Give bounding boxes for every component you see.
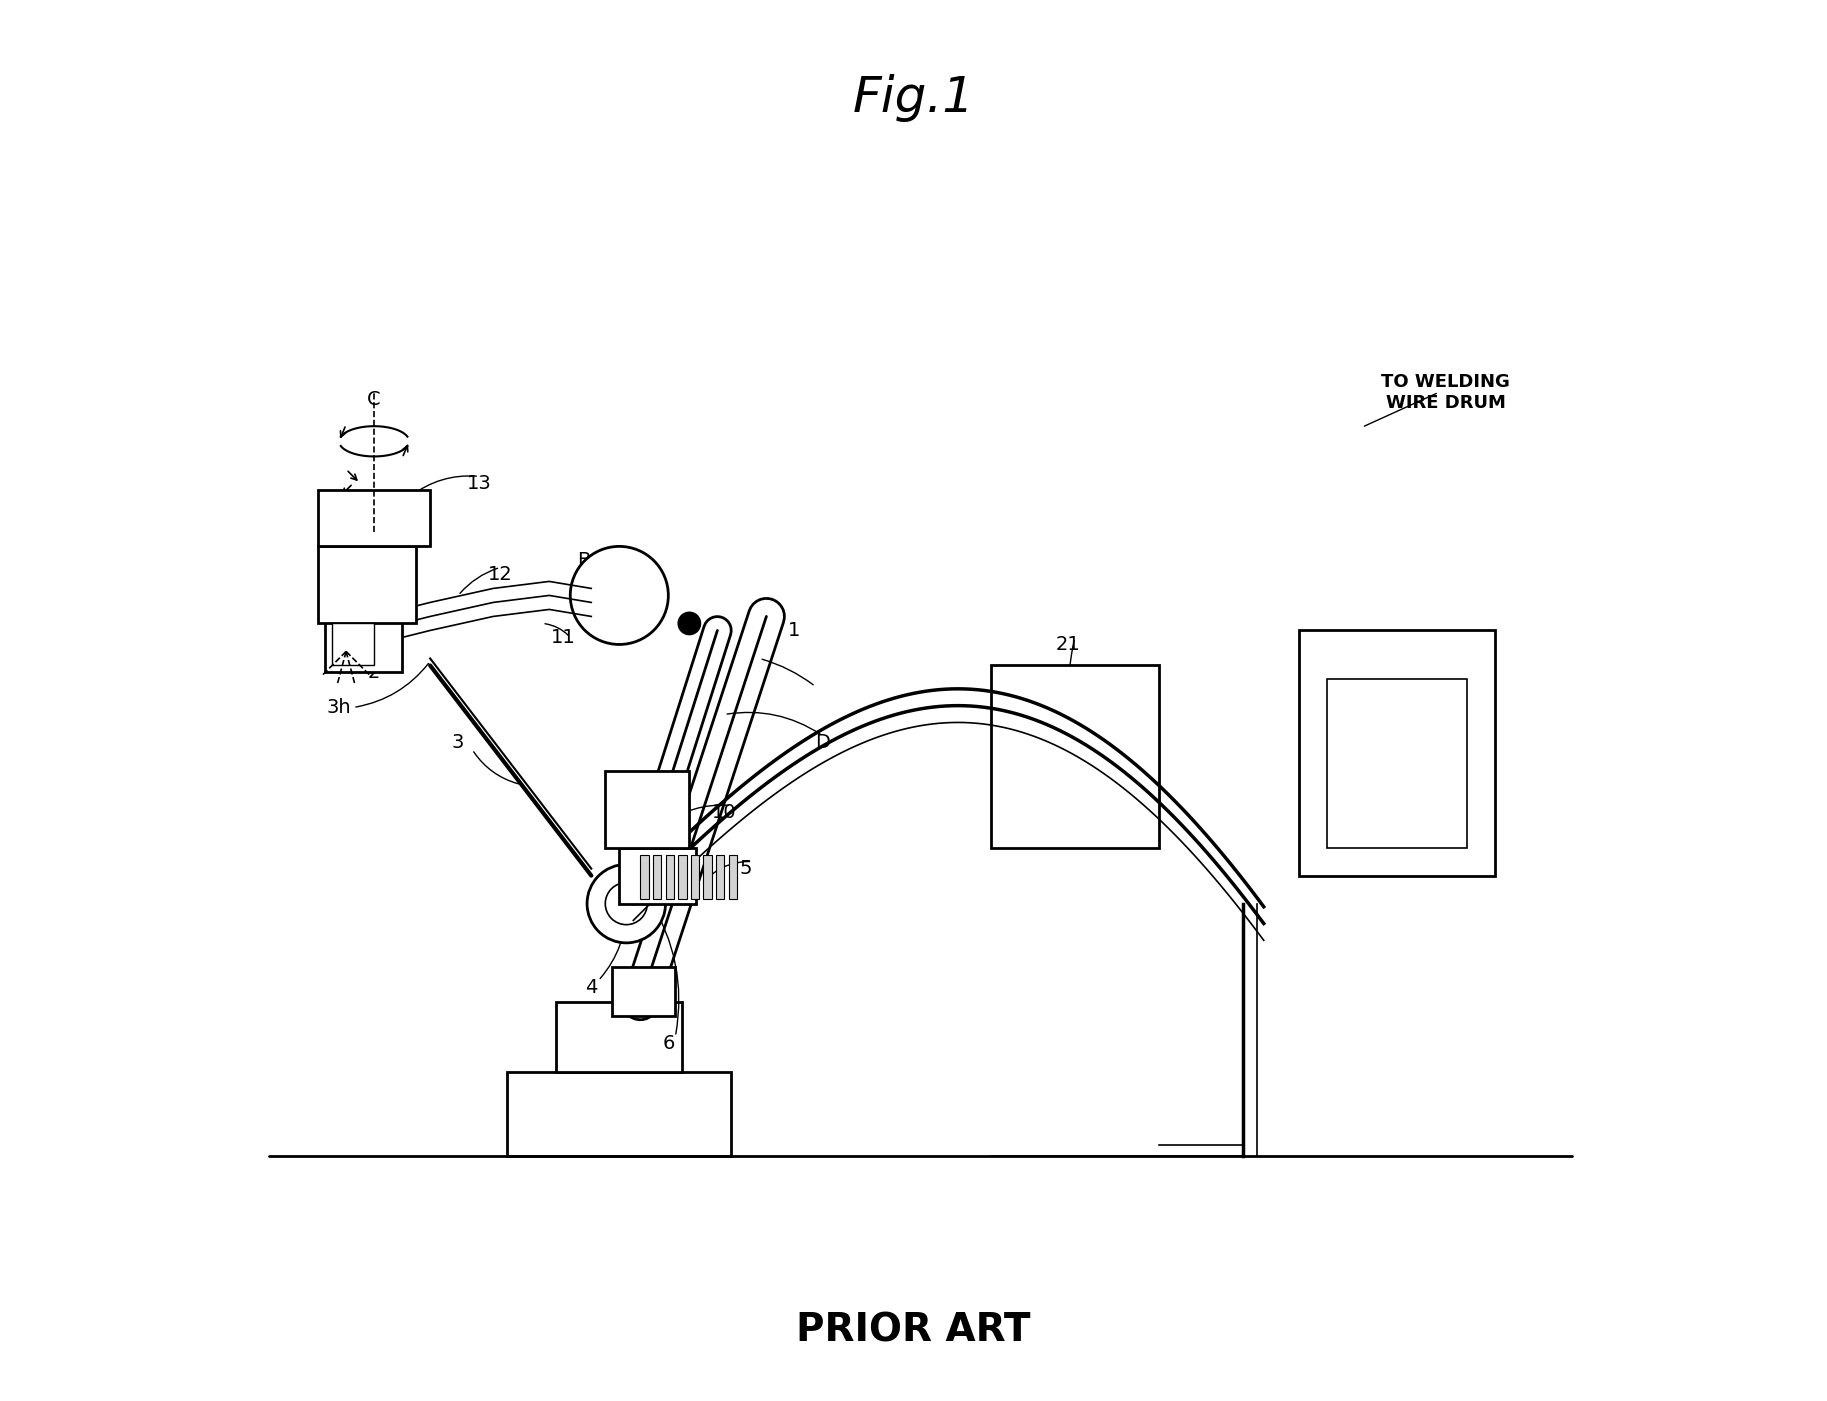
Text: TO WELDING
WIRE DRUM: TO WELDING WIRE DRUM [1381, 373, 1511, 412]
Text: B: B [577, 551, 590, 570]
Bar [691, 855, 700, 899]
Bar [555, 1002, 681, 1072]
Text: Fig.1: Fig.1 [853, 74, 974, 122]
Text: 13: 13 [468, 474, 491, 493]
Bar [318, 546, 417, 623]
Bar [665, 855, 674, 899]
Bar [1299, 630, 1494, 876]
Bar [652, 855, 661, 899]
Bar [639, 855, 649, 899]
Text: A: A [340, 558, 353, 577]
Text: 3: 3 [451, 733, 464, 752]
Bar [508, 1072, 731, 1156]
Text: 4: 4 [585, 978, 597, 998]
Circle shape [570, 546, 669, 644]
Text: 3h: 3h [327, 698, 351, 717]
Bar [619, 848, 696, 904]
Bar [1326, 679, 1467, 848]
Text: C: C [367, 389, 380, 409]
Bar [729, 855, 736, 899]
Bar [605, 771, 689, 848]
Text: 2: 2 [367, 663, 380, 682]
Text: PRIOR ART: PRIOR ART [797, 1311, 1030, 1351]
Text: 6: 6 [661, 1034, 674, 1054]
Bar [716, 855, 723, 899]
Circle shape [586, 864, 665, 943]
Text: 22: 22 [1049, 747, 1072, 766]
Text: 11: 11 [552, 628, 576, 647]
Text: 5: 5 [740, 859, 751, 878]
Circle shape [678, 612, 700, 635]
Bar [703, 855, 713, 899]
Bar [612, 967, 676, 1016]
Bar [990, 665, 1158, 848]
Text: 12: 12 [488, 565, 513, 584]
Text: D: D [815, 733, 829, 752]
Text: 10: 10 [713, 803, 736, 822]
Text: 1: 1 [787, 621, 800, 640]
Bar [678, 855, 687, 899]
Text: 20: 20 [1385, 775, 1409, 794]
Bar [325, 616, 402, 672]
Bar [333, 623, 375, 665]
Bar [318, 490, 429, 546]
Text: 21: 21 [1056, 635, 1080, 654]
